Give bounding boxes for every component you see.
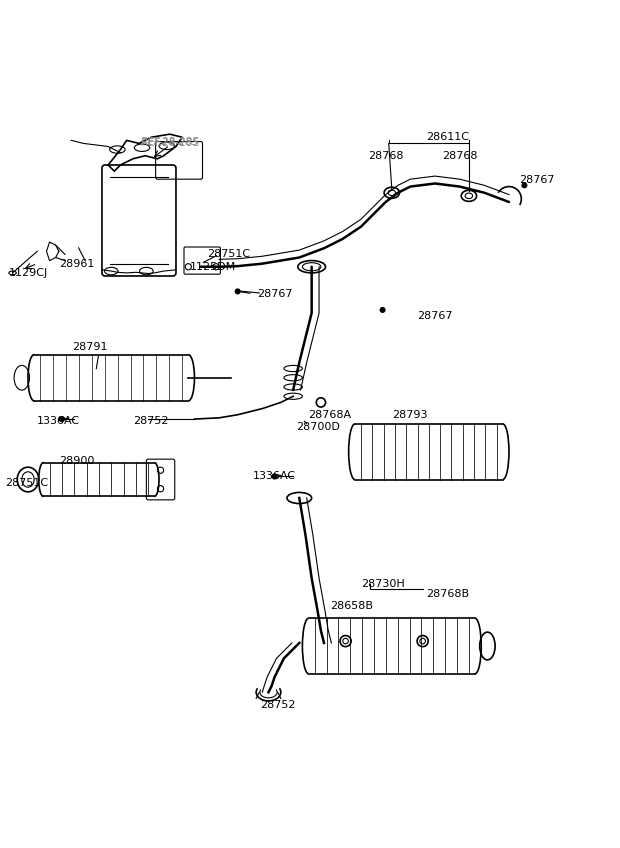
Text: 28658B: 28658B — [330, 601, 373, 611]
Text: REF.28-285: REF.28-285 — [141, 138, 199, 148]
Text: 28751C: 28751C — [207, 249, 250, 259]
Text: 28768A: 28768A — [309, 410, 352, 420]
Text: 1125DM: 1125DM — [190, 262, 236, 271]
Text: 1129CJ: 1129CJ — [8, 268, 48, 278]
Text: 1336AC: 1336AC — [37, 416, 81, 426]
Text: 28768: 28768 — [368, 151, 404, 161]
Text: 28752: 28752 — [260, 700, 296, 710]
Text: 28900: 28900 — [60, 456, 95, 466]
Text: 28767: 28767 — [257, 289, 293, 299]
Text: REF.28-285: REF.28-285 — [141, 137, 199, 148]
Ellipse shape — [380, 308, 385, 312]
Text: 28611C: 28611C — [426, 132, 469, 142]
Ellipse shape — [272, 474, 277, 479]
Text: 28768B: 28768B — [426, 589, 469, 599]
Ellipse shape — [60, 416, 64, 421]
Text: 28730H: 28730H — [361, 579, 404, 589]
Text: 28961: 28961 — [60, 259, 95, 269]
Ellipse shape — [522, 183, 527, 187]
Text: 1336AC: 1336AC — [253, 471, 296, 482]
Ellipse shape — [235, 289, 240, 294]
Text: 28767: 28767 — [417, 311, 453, 321]
Text: 28793: 28793 — [392, 410, 428, 420]
Text: 28752: 28752 — [133, 416, 169, 426]
Text: 28791: 28791 — [72, 342, 107, 352]
Text: 28767: 28767 — [519, 176, 554, 186]
Text: 28751C: 28751C — [5, 477, 48, 488]
Text: 28700D: 28700D — [296, 422, 340, 432]
Text: 28768: 28768 — [442, 151, 477, 161]
